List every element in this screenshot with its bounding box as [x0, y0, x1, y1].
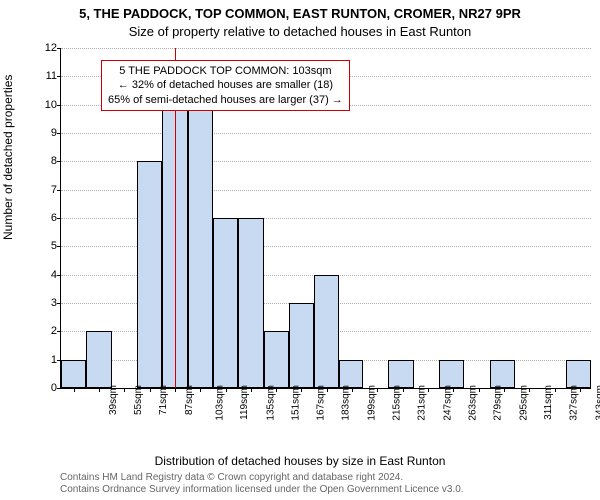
histogram-bar: [137, 161, 162, 388]
y-tick-mark: [57, 218, 61, 219]
y-tick-mark: [57, 275, 61, 276]
chart-title-main: 5, THE PADDOCK, TOP COMMON, EAST RUNTON,…: [0, 6, 600, 21]
x-tick-mark: [377, 388, 378, 392]
x-tick-label: 183sqm: [341, 385, 352, 421]
x-tick-label: 199sqm: [366, 385, 377, 421]
x-tick-mark: [301, 388, 302, 392]
x-tick-label: 215sqm: [392, 385, 403, 421]
histogram-bar: [238, 218, 263, 388]
y-tick-mark: [57, 161, 61, 162]
x-tick-mark: [175, 388, 176, 392]
y-tick-label: 4: [31, 269, 57, 281]
x-tick-label: 231sqm: [417, 385, 428, 421]
x-tick-label: 135sqm: [265, 385, 276, 421]
x-tick-mark: [99, 388, 100, 392]
y-tick-mark: [57, 331, 61, 332]
chart-container: 5, THE PADDOCK, TOP COMMON, EAST RUNTON,…: [0, 0, 600, 500]
x-tick-mark: [403, 388, 404, 392]
x-tick-mark: [479, 388, 480, 392]
x-tick-label: 167sqm: [316, 385, 327, 421]
x-tick-label: 55sqm: [133, 385, 144, 415]
histogram-bar: [339, 360, 363, 388]
x-tick-mark: [327, 388, 328, 392]
y-tick-label: 7: [31, 184, 57, 196]
x-tick-mark: [504, 388, 505, 392]
y-tick-mark: [57, 133, 61, 134]
y-tick-label: 10: [31, 99, 57, 111]
x-tick-mark: [428, 388, 429, 392]
x-tick-label: 119sqm: [239, 385, 250, 420]
x-tick-label: 327sqm: [569, 385, 580, 421]
histogram-bar: [188, 105, 213, 388]
grid-line: [61, 48, 591, 49]
histogram-bar: [86, 331, 111, 388]
y-tick-label: 2: [31, 325, 57, 337]
grid-line: [61, 133, 591, 134]
x-tick-label: 295sqm: [518, 385, 529, 421]
y-tick-mark: [57, 105, 61, 106]
x-tick-mark: [200, 388, 201, 392]
x-tick-mark: [226, 388, 227, 392]
x-tick-mark: [74, 388, 75, 392]
attribution-text: Contains HM Land Registry data © Crown c…: [60, 472, 590, 496]
y-tick-label: 3: [31, 297, 57, 309]
y-tick-label: 9: [31, 127, 57, 139]
histogram-bar: [566, 360, 591, 388]
x-tick-label: 103sqm: [214, 385, 225, 421]
x-tick-label: 343sqm: [594, 385, 600, 421]
histogram-bar: [490, 360, 515, 388]
histogram-bar: [264, 331, 289, 388]
histogram-bar: [388, 360, 413, 388]
y-tick-mark: [57, 48, 61, 49]
annotation-box: 5 THE PADDOCK TOP COMMON: 103sqm← 32% of…: [101, 60, 350, 111]
x-tick-label: 39sqm: [108, 385, 119, 415]
y-tick-mark: [57, 303, 61, 304]
y-tick-label: 11: [31, 70, 57, 82]
chart-title-sub: Size of property relative to detached ho…: [0, 24, 600, 39]
attribution-line1: Contains HM Land Registry data © Crown c…: [60, 472, 403, 483]
histogram-bar: [61, 360, 86, 388]
x-tick-label: 311sqm: [543, 385, 554, 420]
y-tick-mark: [57, 388, 61, 389]
x-tick-mark: [352, 388, 353, 392]
annotation-line1: 5 THE PADDOCK TOP COMMON: 103sqm: [108, 64, 343, 78]
x-tick-mark: [453, 388, 454, 392]
y-tick-label: 5: [31, 240, 57, 252]
histogram-bar: [213, 218, 238, 388]
x-tick-label: 247sqm: [442, 385, 453, 421]
y-axis-label: Number of detached properties: [1, 75, 15, 240]
histogram-bar: [439, 360, 464, 388]
annotation-line2: ← 32% of detached houses are smaller (18…: [108, 78, 343, 92]
x-tick-label: 263sqm: [468, 385, 479, 421]
y-tick-label: 8: [31, 155, 57, 167]
x-tick-mark: [276, 388, 277, 392]
y-tick-label: 6: [31, 212, 57, 224]
x-tick-mark: [580, 388, 581, 392]
x-tick-label: 87sqm: [184, 385, 195, 415]
x-tick-label: 279sqm: [493, 385, 504, 421]
x-tick-mark: [124, 388, 125, 392]
x-tick-mark: [150, 388, 151, 392]
y-tick-label: 12: [31, 42, 57, 54]
plot-area: 012345678910111239sqm55sqm71sqm87sqm103s…: [60, 48, 591, 389]
y-tick-label: 1: [31, 354, 57, 366]
x-tick-mark: [555, 388, 556, 392]
x-axis-label: Distribution of detached houses by size …: [0, 454, 600, 468]
histogram-bar: [289, 303, 314, 388]
x-tick-label: 151sqm: [290, 385, 301, 421]
y-tick-mark: [57, 76, 61, 77]
y-tick-label: 0: [31, 382, 57, 394]
x-tick-mark: [529, 388, 530, 392]
histogram-bar: [314, 275, 339, 388]
x-tick-mark: [251, 388, 252, 392]
y-tick-mark: [57, 246, 61, 247]
y-tick-mark: [57, 190, 61, 191]
attribution-line2: Contains Ordnance Survey information lic…: [60, 484, 464, 495]
x-tick-label: 71sqm: [158, 385, 169, 415]
annotation-line3: 65% of semi-detached houses are larger (…: [108, 93, 343, 107]
